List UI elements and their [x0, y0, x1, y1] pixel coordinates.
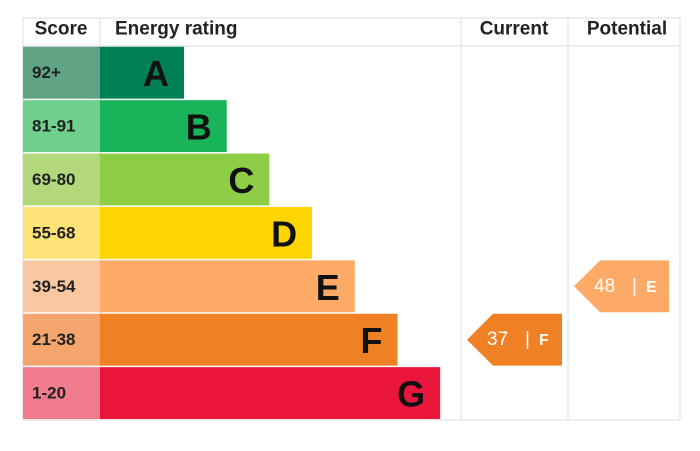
score-cell	[23, 153, 100, 206]
score-cell	[23, 46, 100, 99]
rating-bar	[100, 46, 184, 99]
score-cell	[23, 100, 100, 153]
rating-letter: B	[186, 107, 212, 148]
header-potential: Potential	[587, 19, 667, 40]
rating-letter: A	[143, 53, 169, 94]
rating-bar	[100, 153, 270, 206]
indicator-separator: |	[632, 276, 637, 297]
rating-letter: G	[397, 374, 425, 415]
score-range: 39-54	[32, 277, 76, 296]
indicator-value: 37	[487, 329, 508, 350]
rating-letter: D	[271, 213, 297, 254]
indicator-band: F	[539, 332, 549, 349]
rating-letter: F	[361, 320, 383, 361]
current-indicator: 37 | F	[467, 313, 562, 366]
score-cell	[23, 367, 100, 420]
rating-bar	[100, 367, 441, 420]
score-cell	[23, 313, 100, 366]
rating-letter: C	[228, 160, 254, 201]
score-cell	[23, 206, 100, 259]
potential-indicator: 48 | E	[574, 260, 669, 313]
score-range: 92+	[32, 63, 61, 82]
indicator-band: E	[646, 279, 657, 296]
rating-letter: E	[316, 267, 340, 308]
score-range: 21-38	[32, 330, 75, 349]
score-range: 1-20	[32, 384, 66, 403]
header-current: Current	[480, 19, 549, 40]
indicator-separator: |	[525, 329, 530, 350]
rating-bar	[100, 313, 398, 366]
score-cell	[23, 260, 100, 313]
indicator-arrow	[467, 313, 562, 366]
indicator-value: 48	[594, 276, 615, 297]
rating-bar	[100, 260, 355, 313]
score-range: 69-80	[32, 170, 75, 189]
score-range: 55-68	[32, 223, 75, 242]
score-range: 81-91	[32, 117, 75, 136]
header-score: Score	[35, 19, 88, 40]
header-energy-rating: Energy rating	[115, 19, 237, 40]
rating-bar	[100, 206, 313, 259]
indicator-arrow	[574, 260, 669, 313]
rating-bar	[100, 100, 227, 153]
